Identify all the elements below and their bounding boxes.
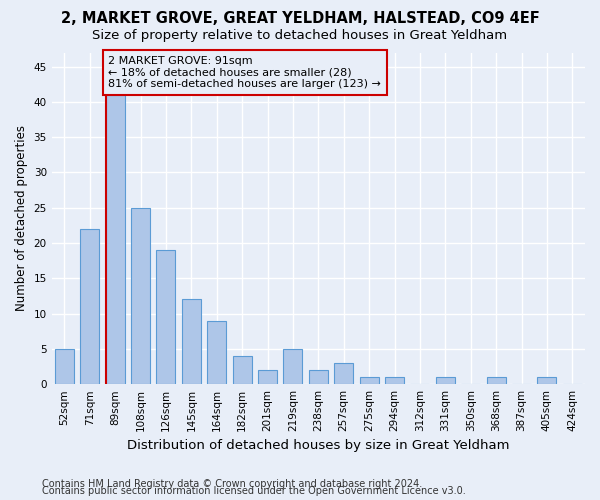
Text: Contains HM Land Registry data © Crown copyright and database right 2024.: Contains HM Land Registry data © Crown c… [42, 479, 422, 489]
Bar [436, 377, 455, 384]
Bar [55, 349, 74, 384]
Bar [131, 208, 150, 384]
Text: Contains public sector information licensed under the Open Government Licence v3: Contains public sector information licen… [42, 486, 466, 496]
Bar [538, 377, 556, 384]
Bar [258, 370, 277, 384]
Bar [207, 320, 226, 384]
Bar [182, 300, 201, 384]
Y-axis label: Number of detached properties: Number of detached properties [15, 126, 28, 312]
Bar [359, 377, 379, 384]
Bar [157, 250, 175, 384]
Bar [233, 356, 251, 384]
Bar [385, 377, 404, 384]
Bar [80, 229, 99, 384]
Bar [334, 363, 353, 384]
Bar [106, 95, 125, 384]
Text: 2 MARKET GROVE: 91sqm
← 18% of detached houses are smaller (28)
81% of semi-deta: 2 MARKET GROVE: 91sqm ← 18% of detached … [108, 56, 381, 89]
X-axis label: Distribution of detached houses by size in Great Yeldham: Distribution of detached houses by size … [127, 440, 509, 452]
Bar [487, 377, 506, 384]
Bar [283, 349, 302, 384]
Bar [309, 370, 328, 384]
Text: Size of property relative to detached houses in Great Yeldham: Size of property relative to detached ho… [92, 29, 508, 42]
Text: 2, MARKET GROVE, GREAT YELDHAM, HALSTEAD, CO9 4EF: 2, MARKET GROVE, GREAT YELDHAM, HALSTEAD… [61, 11, 539, 26]
